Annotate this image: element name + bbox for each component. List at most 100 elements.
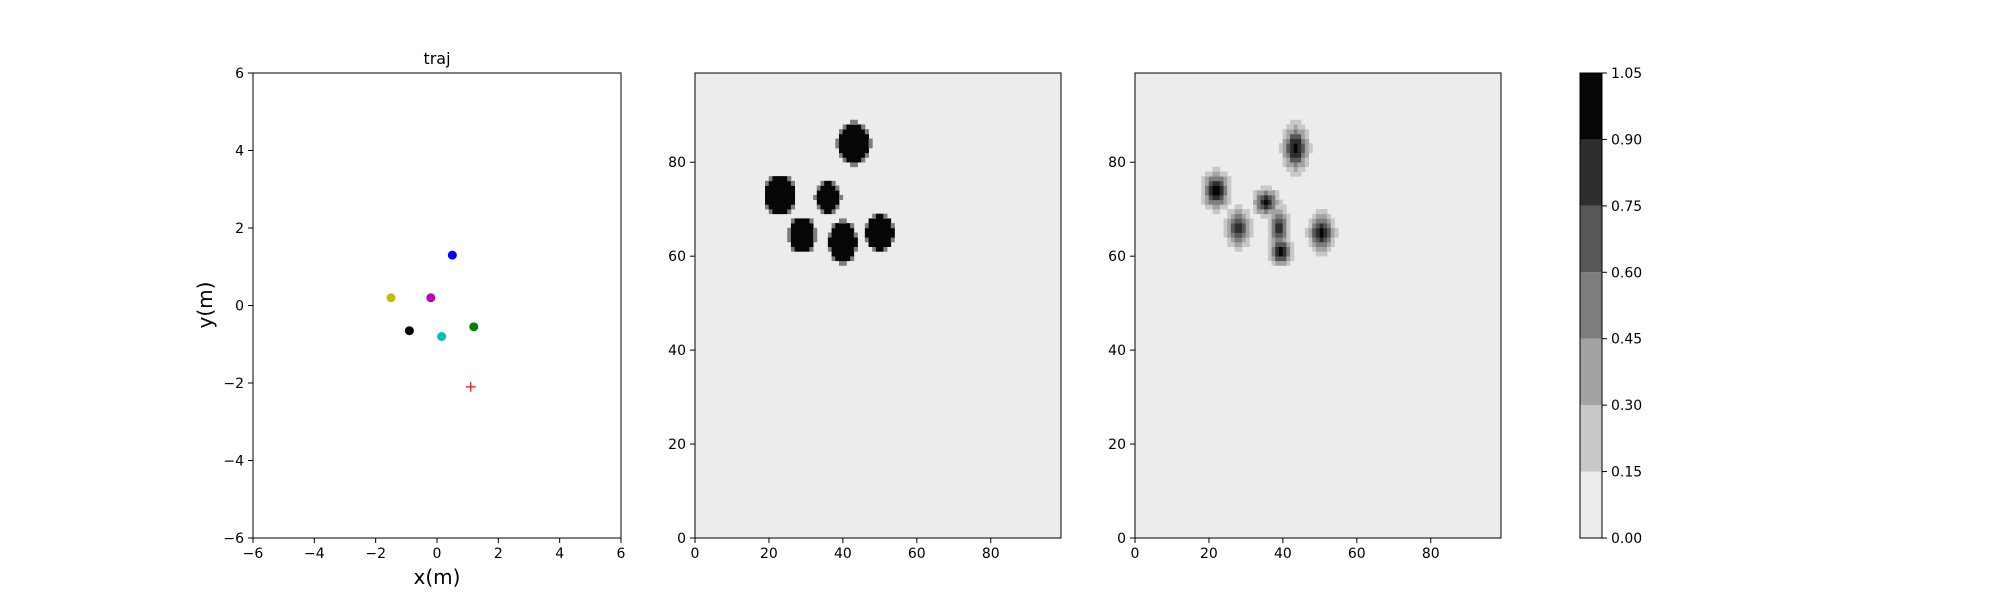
- p3-cell: [1275, 209, 1280, 215]
- p3-cell: [1264, 213, 1269, 219]
- p3-cell: [1212, 209, 1217, 215]
- p3-cell: [1293, 124, 1298, 130]
- p2-cell: [787, 237, 792, 243]
- p3-cell: [1238, 227, 1243, 233]
- p2-cell: [831, 209, 836, 215]
- p2-cell: [835, 246, 840, 252]
- traj-y-ticks: −6 −4 −2 0 2 4 6: [223, 66, 253, 547]
- traj-x-axis-label: x(m): [414, 565, 461, 589]
- p3-cell: [1286, 255, 1291, 262]
- colorbar-bands: [1580, 73, 1602, 538]
- colorbar-band: [1580, 405, 1602, 472]
- p3-cell: [1212, 194, 1217, 201]
- p2-cell: [864, 237, 869, 243]
- p3-cell: [1304, 157, 1309, 163]
- p2-cell: [883, 232, 888, 238]
- p3-cell: [1278, 260, 1284, 266]
- p3-cell: [1227, 241, 1232, 247]
- p2-cell: [772, 185, 777, 191]
- p3-cell: [1293, 162, 1298, 168]
- p3-cell: [1282, 204, 1287, 210]
- p3-cell: [1208, 185, 1213, 191]
- p3-cell: [1253, 209, 1258, 215]
- p2-cell: [838, 241, 844, 247]
- p2-cell: [875, 232, 881, 238]
- p2-cell: [809, 237, 814, 243]
- heatmap-left-x-ticks: 0 20 40 60 80: [691, 538, 1000, 562]
- p3-cell: [1223, 223, 1228, 229]
- p2-cell: [838, 218, 844, 224]
- p2-cell: [850, 255, 855, 262]
- p3-cell: [1323, 232, 1328, 238]
- p2-cell: [787, 199, 792, 205]
- p3-cell: [1208, 204, 1213, 210]
- p2-cell: [850, 251, 855, 257]
- p2-cell: [879, 227, 884, 233]
- p3-cell: [1201, 194, 1206, 201]
- p3-cell: [1253, 190, 1258, 196]
- p3-cell: [1278, 218, 1284, 224]
- p2-cell: [850, 227, 855, 233]
- p3-cell: [1275, 199, 1280, 205]
- p2-cell: [827, 241, 832, 247]
- p2-cell: [846, 152, 851, 158]
- p3-cell: [1256, 194, 1261, 201]
- p3-cell: [1260, 209, 1265, 215]
- p2-cell: [842, 133, 847, 139]
- p3-cell: [1286, 133, 1291, 139]
- traj-panel: traj x(m) y(m) −6 −4 −2 0 2 4 6 −6 −4 −2 0 2 4 6: [193, 49, 626, 589]
- p3-cell: [1293, 171, 1298, 177]
- p3-x-tick-label: 60: [1348, 546, 1366, 562]
- p2-cell: [798, 237, 803, 243]
- p2-cell: [875, 223, 881, 229]
- p2-cell: [765, 199, 770, 205]
- p3-cell: [1297, 171, 1302, 177]
- p3-cell: [1275, 204, 1280, 210]
- p2-cell: [831, 190, 836, 196]
- p2-cell: [790, 241, 796, 247]
- p3-cell: [1286, 241, 1291, 247]
- p2-cell: [772, 204, 777, 210]
- p3-cell: [1308, 241, 1313, 247]
- traj-point: [404, 326, 414, 336]
- p3-cell: [1330, 223, 1335, 229]
- p3-cell: [1216, 199, 1221, 205]
- p2-cell: [842, 246, 847, 252]
- p2-cell: [802, 241, 807, 247]
- p3-cell: [1282, 129, 1287, 135]
- p2-cell: [790, 227, 796, 233]
- p3-cell: [1278, 143, 1284, 149]
- p2-cell: [864, 138, 869, 144]
- p3-cell: [1308, 227, 1313, 233]
- p2-cell: [883, 227, 888, 233]
- p3-cell: [1216, 209, 1221, 215]
- p2-cell: [790, 194, 796, 201]
- p3-cell: [1223, 171, 1228, 177]
- p3-cell: [1319, 232, 1324, 238]
- p3-cell: [1234, 209, 1239, 215]
- p2-cell: [857, 157, 862, 163]
- p2-cell: [890, 232, 895, 238]
- colorbar: 0.00 0.15 0.30 0.45 0.60 0.75 0.90 1.05: [1579, 66, 1642, 547]
- p3-cell: [1238, 213, 1243, 219]
- p3-cell: [1267, 223, 1272, 229]
- p2-cell: [846, 124, 851, 130]
- p2-cell: [765, 185, 770, 191]
- p2-cell: [790, 232, 796, 238]
- p3-cell: [1267, 190, 1272, 196]
- p3-cell: [1304, 152, 1309, 158]
- p3-cell: [1249, 232, 1254, 238]
- p2-cell: [768, 176, 773, 182]
- p2-cell: [890, 227, 895, 233]
- colorbar-tick-label: 0.90: [1611, 132, 1642, 148]
- p2-cell: [831, 199, 836, 205]
- p2-cell: [838, 133, 844, 139]
- p3-cell: [1308, 232, 1313, 238]
- p2-cell: [850, 129, 855, 135]
- p2-cell: [879, 223, 884, 229]
- p3-cell: [1290, 119, 1295, 125]
- p2-cell: [776, 204, 781, 210]
- p3-cell: [1278, 232, 1284, 238]
- p2-cell: [816, 199, 821, 205]
- p3-cell: [1282, 157, 1287, 163]
